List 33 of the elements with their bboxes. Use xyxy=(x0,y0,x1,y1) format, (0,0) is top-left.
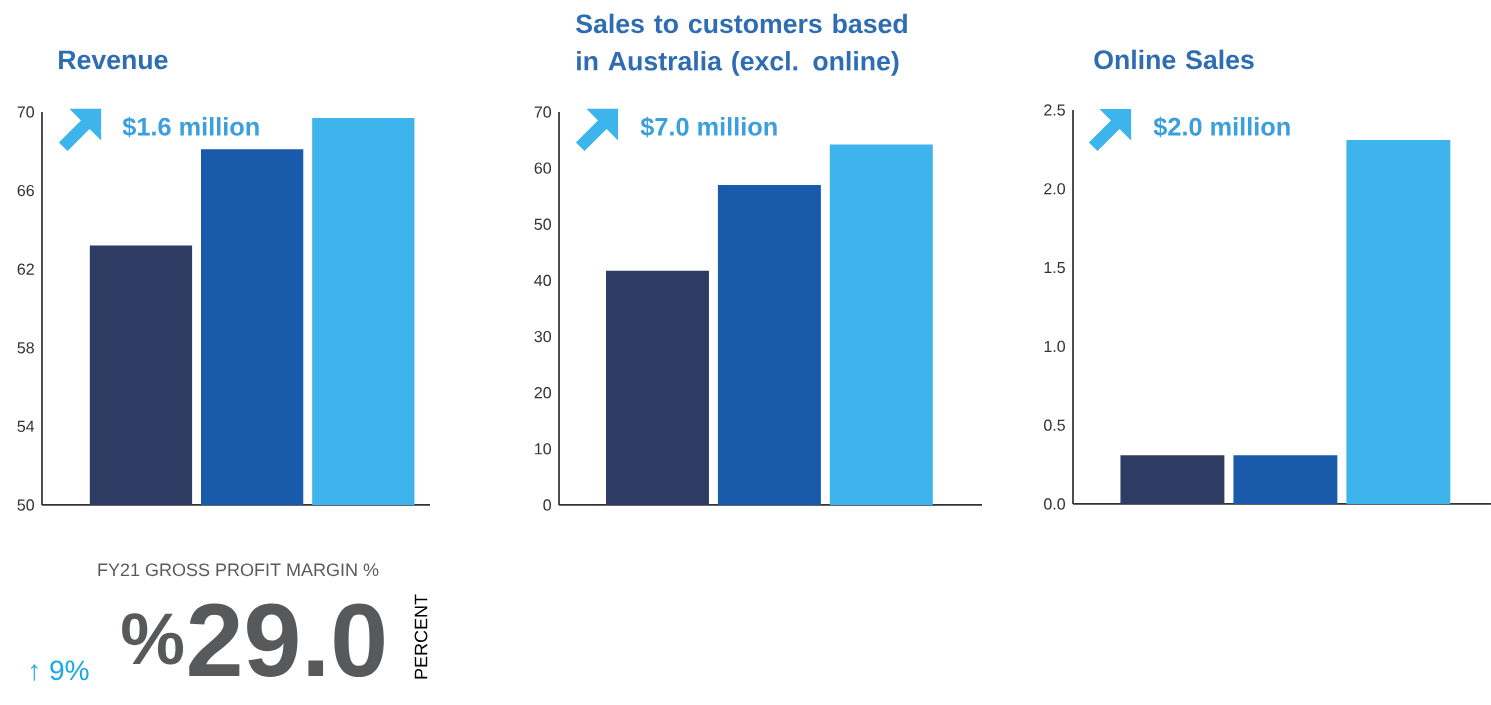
y-tick-label: 30 xyxy=(534,330,552,343)
text: $^{%}$29.0 xyxy=(122,603,384,678)
annotation: $2.0 million xyxy=(1153,116,1290,138)
y-tick-label: 50 xyxy=(534,218,552,230)
y-tick-label: 60 xyxy=(534,162,552,174)
text: ↑ 9% xyxy=(31,660,89,681)
chart-title: Revenue xyxy=(59,50,168,70)
y-tick-label: 58 xyxy=(17,342,34,354)
y-tick-label: 54 xyxy=(17,420,35,432)
y-tick-label: 0 xyxy=(543,499,552,511)
y-tick-label: 1.5 xyxy=(1044,262,1065,274)
annotation: $1.6 million xyxy=(122,116,259,138)
text: PERCENT xyxy=(414,594,428,679)
bar xyxy=(829,144,933,505)
y-tick-label: 40 xyxy=(534,274,552,287)
y-tick-label: 50 xyxy=(17,499,35,511)
y-tick-label: 2.0 xyxy=(1044,183,1066,195)
annotation: $7.0 million xyxy=(640,116,777,138)
bar xyxy=(606,270,709,505)
y-tick-label: 0.5 xyxy=(1044,419,1065,431)
y-tick-label: 70 xyxy=(534,106,552,118)
y-tick-label: 0.0 xyxy=(1044,498,1066,510)
y-tick-label: 62 xyxy=(17,263,34,275)
y-tick-label: 2.5 xyxy=(1044,104,1065,116)
y-tick-label: 66 xyxy=(17,184,34,197)
bar xyxy=(717,184,821,505)
y-tick-label: 10 xyxy=(535,443,552,455)
y-tick-label: 70 xyxy=(17,106,35,118)
chart-title: Online Sales xyxy=(1094,49,1254,70)
text: FY21 GROSS PROFIT MARGIN % xyxy=(98,563,379,577)
chart-title: Sales to customers based in Australia (excl. online) xyxy=(576,13,907,76)
y-tick-label: 1.0 xyxy=(1044,340,1066,353)
y-tick-label: 20 xyxy=(534,387,552,399)
